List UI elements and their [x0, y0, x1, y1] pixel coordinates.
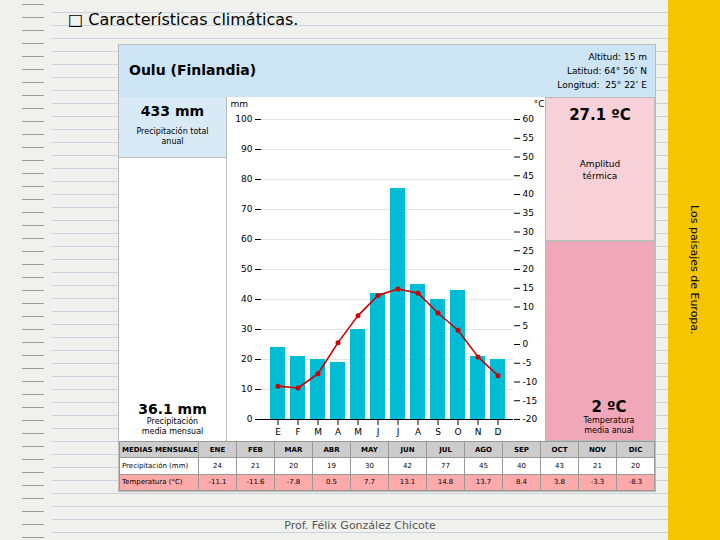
- html-text:20: 20: [289, 462, 298, 470]
- html-text:JUN: JUN: [400, 445, 415, 454]
- html-text:NOV: NOV: [589, 445, 606, 454]
- svg-text:N: N: [475, 427, 482, 437]
- svg-text:30: 30: [523, 227, 535, 237]
- svg-text:60: 60: [241, 234, 253, 244]
- svg-text:mm: mm: [231, 99, 249, 109]
- html-text:-11.6: -11.6: [246, 478, 265, 487]
- svg-text:20: 20: [241, 354, 253, 364]
- svg-text:50: 50: [241, 264, 253, 274]
- svg-text:-5: -5: [523, 358, 532, 368]
- svg-text:M: M: [314, 427, 322, 437]
- svg-text:10: 10: [523, 302, 535, 312]
- svg-text:100: 100: [235, 114, 252, 124]
- svg-text:40: 40: [523, 189, 535, 199]
- html-text:-3.3: -3.3: [590, 478, 605, 487]
- html-text:Prof. Félix González Chicote: Prof. Félix González Chicote: [284, 519, 436, 532]
- html-text:19: 19: [327, 462, 336, 470]
- html-text:JUL: JUL: [439, 445, 452, 454]
- svg-text:-15: -15: [523, 396, 538, 406]
- html-text:7.7: 7.7: [363, 478, 376, 487]
- html-text:433 mm: 433 mm: [140, 103, 205, 119]
- svg-text:15: 15: [523, 283, 534, 293]
- html-text:MAR: MAR: [284, 445, 303, 454]
- html-text:Latitud: 64° 56’ N: Latitud: 64° 56’ N: [566, 66, 647, 76]
- html-text:8.4: 8.4: [515, 478, 528, 487]
- svg-text:J: J: [396, 427, 400, 437]
- svg-text:50: 50: [523, 152, 535, 162]
- html-text:Altitud: 15 m: Altitud: 15 m: [588, 52, 647, 62]
- html-text:Temperatura media anual: Temperatura media anual: [583, 416, 635, 435]
- svg-text:60: 60: [523, 114, 535, 124]
- html-text:Precipitación (mm): Precipitación (mm): [122, 462, 189, 470]
- svg-text:E: E: [275, 427, 281, 437]
- html-text:-8.3: -8.3: [628, 478, 643, 487]
- html-text:AGO: AGO: [474, 445, 493, 454]
- svg-text:5: 5: [523, 321, 529, 331]
- html-text:FEB: FEB: [248, 445, 263, 454]
- html-text:30: 30: [365, 462, 374, 470]
- html-text:77: 77: [441, 462, 450, 470]
- html-text:21: 21: [251, 462, 260, 470]
- svg-text:70: 70: [241, 204, 253, 214]
- html-text:DIC: DIC: [628, 445, 643, 454]
- svg-text:-10: -10: [523, 377, 538, 387]
- html-text:13.1: 13.1: [399, 478, 416, 487]
- svg-text:M: M: [354, 427, 362, 437]
- html-text:Precipitación total anual: Precipitación total anual: [136, 127, 209, 146]
- html-text:Temperatura (°C): Temperatura (°C): [122, 478, 183, 487]
- html-text:-7.8: -7.8: [286, 478, 301, 487]
- html-text:MAY: MAY: [361, 445, 378, 454]
- svg-text:80: 80: [241, 174, 253, 184]
- html-text:2 ºC: 2 ºC: [591, 398, 627, 416]
- html-text:45: 45: [479, 462, 488, 470]
- html-text:3.8: 3.8: [553, 478, 566, 487]
- html-text:Oulu (Finlandia): Oulu (Finlandia): [129, 62, 257, 78]
- html-text:Precipitación media mensual: Precipitación media mensual: [141, 417, 204, 436]
- html-text:40: 40: [517, 462, 526, 470]
- svg-text:90: 90: [241, 144, 253, 154]
- svg-text:°C: °C: [534, 99, 545, 109]
- html-text:0.5: 0.5: [325, 478, 338, 487]
- html-text:24: 24: [213, 462, 222, 470]
- svg-text:-20: -20: [523, 414, 538, 424]
- svg-text:20: 20: [523, 264, 535, 274]
- svg-text:25: 25: [523, 246, 534, 256]
- html-text:20: 20: [631, 462, 640, 470]
- html-text:□ Características climáticas.: □ Características climáticas.: [68, 10, 299, 29]
- svg-text:35: 35: [523, 208, 534, 218]
- html-text:Los paisajes de Europa.: Los paisajes de Europa.: [687, 205, 701, 335]
- html-text:ENE: ENE: [209, 445, 226, 454]
- svg-text:0: 0: [247, 414, 253, 424]
- html-text:ABR: ABR: [323, 445, 340, 454]
- svg-text:J: J: [376, 427, 380, 437]
- html-text:42: 42: [403, 462, 412, 470]
- svg-text:10: 10: [241, 384, 253, 394]
- svg-text:A: A: [415, 427, 422, 437]
- html-text:21: 21: [593, 462, 602, 470]
- html-text:Amplitud térmica: Amplitud térmica: [579, 159, 621, 181]
- svg-text:D: D: [495, 427, 502, 437]
- html-text:36.1 mm: 36.1 mm: [138, 401, 207, 417]
- svg-text:45: 45: [523, 171, 534, 181]
- html-text:14.8: 14.8: [437, 478, 454, 487]
- svg-text:0: 0: [523, 339, 529, 349]
- svg-text:A: A: [335, 427, 342, 437]
- svg-text:O: O: [454, 427, 461, 437]
- html-text:OCT: OCT: [551, 445, 568, 454]
- svg-text:S: S: [435, 427, 441, 437]
- svg-text:55: 55: [523, 133, 534, 143]
- svg-text:40: 40: [241, 294, 253, 304]
- html-text:43: 43: [555, 462, 564, 470]
- svg-text:F: F: [295, 427, 300, 437]
- html-text:SEP: SEP: [514, 445, 529, 454]
- html-text:13.7: 13.7: [475, 478, 492, 487]
- html-text:-11.1: -11.1: [208, 478, 227, 487]
- svg-text:30: 30: [241, 324, 253, 334]
- html-text:27.1 ºC: 27.1 ºC: [569, 106, 631, 124]
- html-text:Longitud: 25° 22’ E: Longitud: 25° 22’ E: [557, 80, 647, 90]
